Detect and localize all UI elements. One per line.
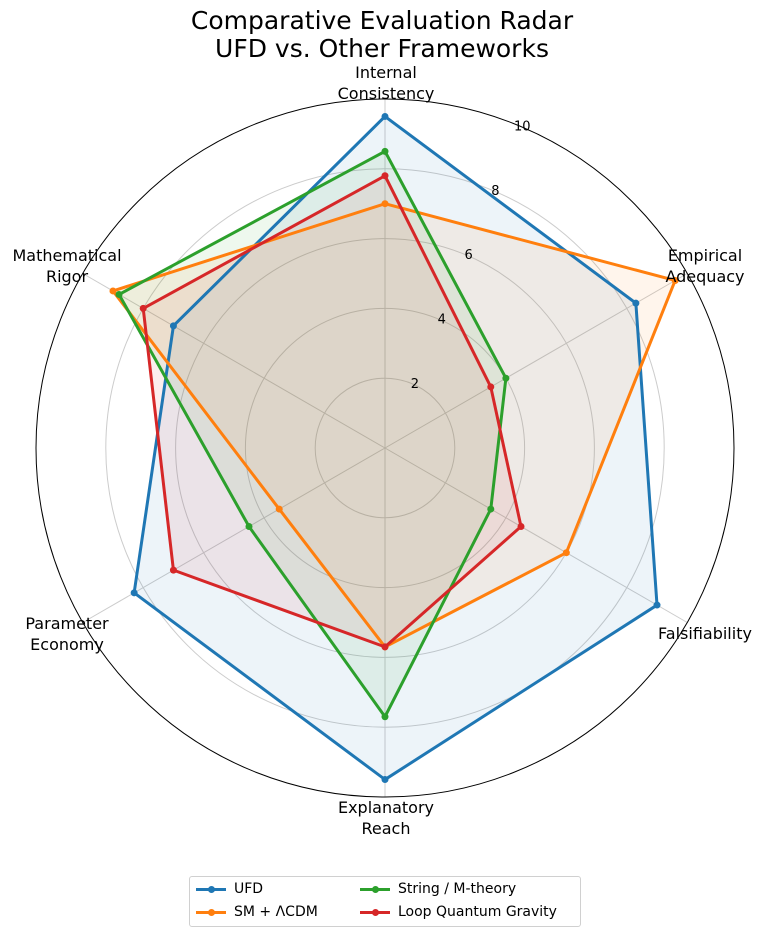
legend-swatch-string-theory [360, 883, 390, 895]
series-point [381, 147, 389, 155]
legend-label: UFD [234, 881, 264, 897]
series-fill-3 [143, 175, 522, 647]
series-point [487, 383, 495, 391]
axis-label-line: Consistency [338, 84, 435, 103]
series-point [487, 505, 495, 513]
outer-frame [35, 98, 735, 798]
radial-tick-label: 4 [438, 313, 446, 328]
axis-label-line: Adequacy [665, 267, 744, 286]
legend-swatch-sm-lcdm [196, 906, 226, 918]
axis-label-line: Parameter [25, 614, 109, 633]
axis-label: Explanatory Reach [338, 798, 434, 838]
series-fill-2 [119, 151, 506, 717]
series-point [381, 112, 389, 120]
series-point [169, 566, 177, 574]
axis-label-line: Empirical [668, 246, 742, 265]
series-point [245, 523, 253, 531]
legend-swatch-lqg [360, 906, 390, 918]
grid-spoke [384, 447, 688, 623]
series-point [502, 374, 510, 382]
series-fill-0 [134, 116, 658, 780]
legend-swatch-ufd [196, 883, 226, 895]
legend-item-sm-lcdm: SM + ΛCDM [196, 904, 318, 920]
axis-label: Falsifiability [658, 624, 752, 643]
axis-label: Mathematical Rigor [12, 246, 121, 286]
axis-label-line: Economy [30, 635, 104, 654]
series-point [381, 172, 389, 180]
legend-item-lqg: Loop Quantum Gravity [360, 904, 557, 920]
series-point [109, 287, 117, 295]
radial-tick-label: 8 [491, 184, 499, 199]
series-point [653, 601, 661, 609]
chart-subtitle: UFD vs. Other Frameworks [215, 34, 549, 63]
legend-item-string-theory: String / M-theory [360, 881, 516, 897]
series-point [562, 549, 570, 557]
grid-spoke [82, 273, 386, 449]
series-fill-1 [112, 203, 676, 647]
series-point [671, 276, 679, 284]
series-point [381, 643, 389, 651]
axis-label-line: Reach [362, 819, 411, 838]
series-point [115, 290, 123, 298]
axis-label: Internal Consistency [338, 63, 435, 103]
legend-item-ufd: UFD [196, 881, 263, 897]
legend-label: String / M-theory [398, 881, 517, 897]
radial-tick-label: 10 [514, 119, 531, 134]
legend-label: SM + ΛCDM [234, 904, 318, 920]
legend-label: Loop Quantum Gravity [398, 904, 557, 920]
series-point [381, 713, 389, 721]
radial-tick-label: 6 [464, 248, 472, 263]
series-point [632, 299, 640, 307]
chart-title: Comparative Evaluation Radar [190, 6, 574, 35]
axis-label-line: Falsifiability [658, 624, 752, 643]
axis-label: Parameter Economy [25, 614, 109, 654]
axis-label-line: Explanatory [338, 798, 434, 817]
series-point [517, 523, 525, 531]
series-point [130, 589, 138, 597]
series-point [169, 322, 177, 330]
axis-label-line: Mathematical [12, 246, 121, 265]
axis-label-line: Internal [355, 63, 417, 82]
axis-label-line: Rigor [46, 267, 89, 286]
axis-label: Empirical Adequacy [665, 246, 744, 286]
series-point [139, 304, 147, 312]
legend: UFD SM + ΛCDM String / M-theory Loop Qua… [189, 876, 581, 927]
series-point [381, 200, 389, 208]
radial-tick-label: 2 [411, 377, 419, 392]
series-point [275, 505, 283, 513]
series-point [381, 776, 389, 784]
